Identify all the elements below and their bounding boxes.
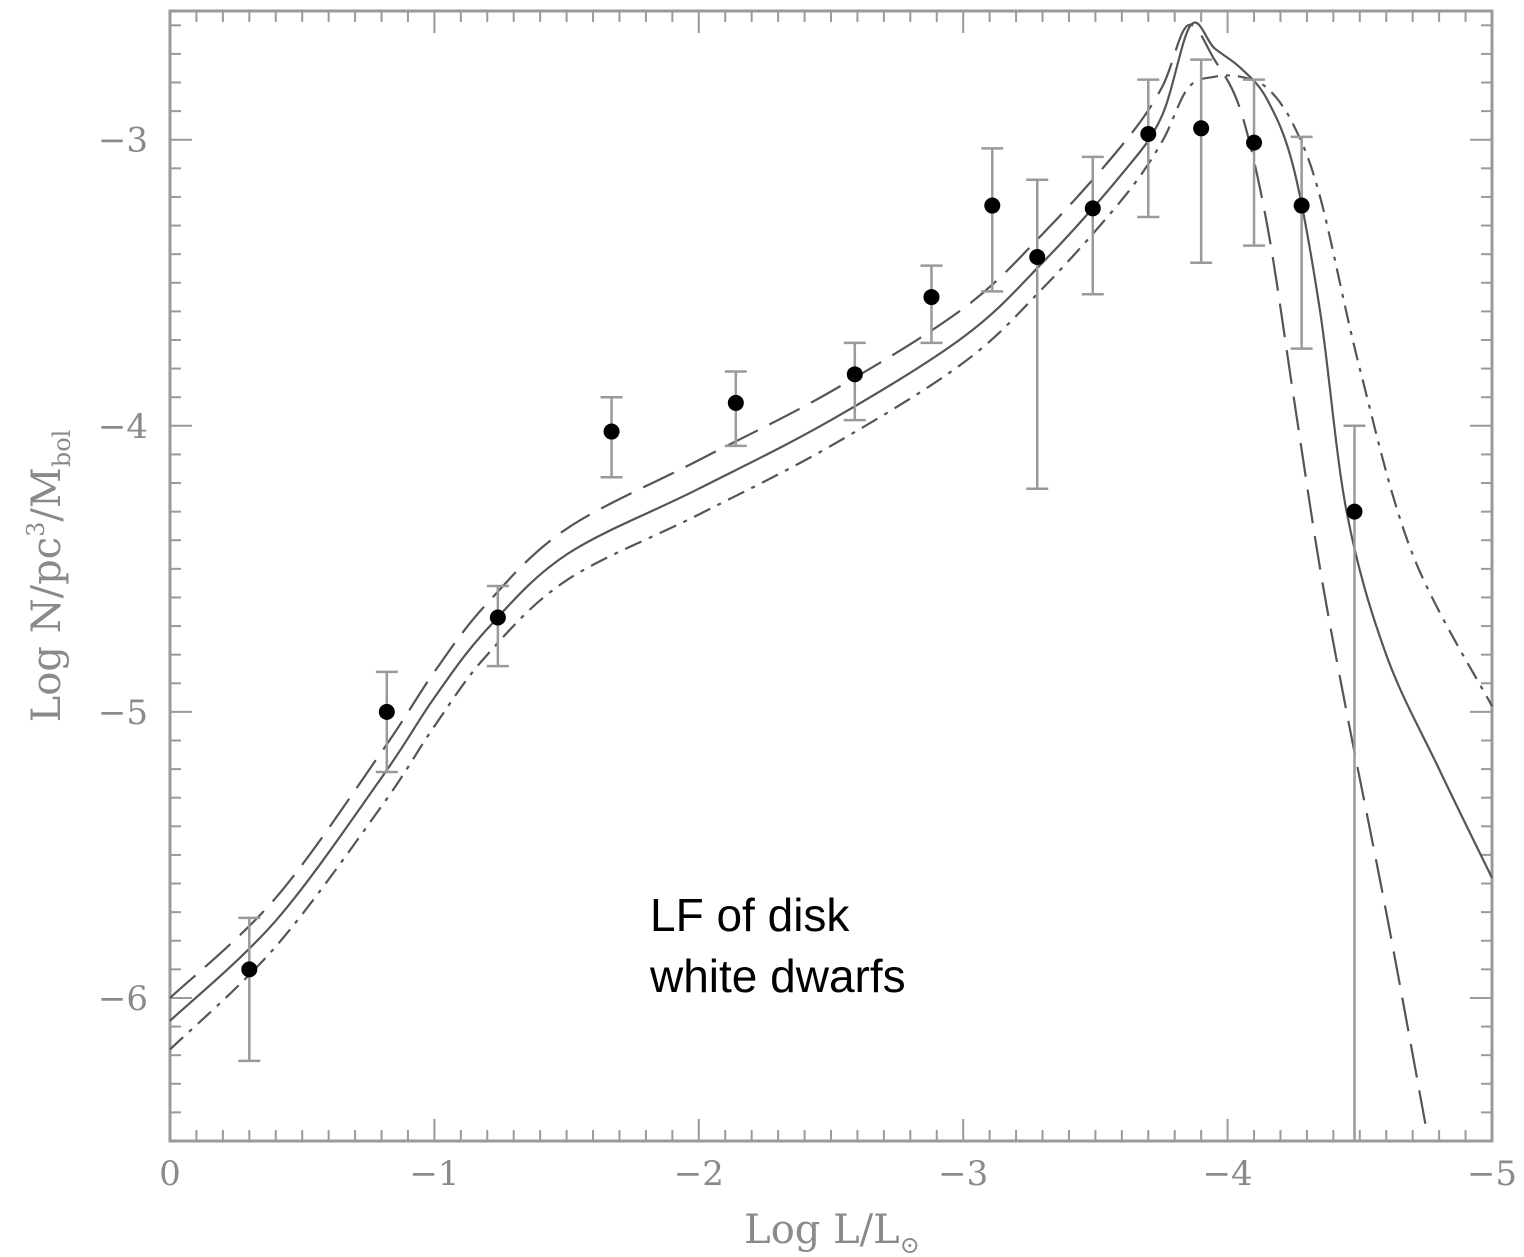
model-curve-long-dash [169, 23, 1427, 1127]
data-point [1346, 503, 1363, 520]
model-curves [169, 21, 1493, 1127]
data-point [241, 961, 258, 978]
data-point [1084, 200, 1101, 217]
y-tick-label: −4 [98, 407, 148, 447]
data-point [378, 703, 395, 720]
axis-ticks [169, 11, 1493, 1142]
data-point [1029, 249, 1046, 266]
data-point [923, 289, 940, 306]
annotation-line-2: white dwarfs [649, 950, 906, 1002]
x-axis-title: Log L/L⊙ [744, 1207, 920, 1257]
data-point [489, 609, 506, 626]
x-tick-label: 0 [159, 1154, 181, 1194]
x-tick-label: −5 [1467, 1154, 1517, 1194]
model-curve-short-dash [169, 74, 1493, 1051]
data-point [603, 423, 620, 440]
model-curve-solid [169, 21, 1493, 1022]
tick-labels: 0 −1 −2 −3 −4 −5 −6 −5 −4 −3 [98, 121, 1517, 1194]
x-tick-label: −3 [938, 1154, 988, 1194]
y-tick-label: −3 [98, 121, 148, 161]
x-tick-label: −4 [1203, 1154, 1253, 1194]
y-tick-label: −5 [98, 693, 148, 733]
data-point [727, 394, 744, 411]
y-axis-title: Log N/pc3/Mbol [22, 430, 76, 723]
x-tick-label: −2 [674, 1154, 724, 1194]
data-point [1246, 134, 1263, 151]
data-point [984, 197, 1001, 214]
data-point [1293, 197, 1310, 214]
data-point [846, 366, 863, 383]
data-point [1193, 120, 1210, 137]
data-point [1140, 126, 1157, 143]
data-points [241, 120, 1363, 978]
x-tick-label: −1 [409, 1154, 459, 1194]
annotation-line-1: LF of disk [650, 889, 850, 941]
y-tick-label: −6 [98, 979, 148, 1019]
